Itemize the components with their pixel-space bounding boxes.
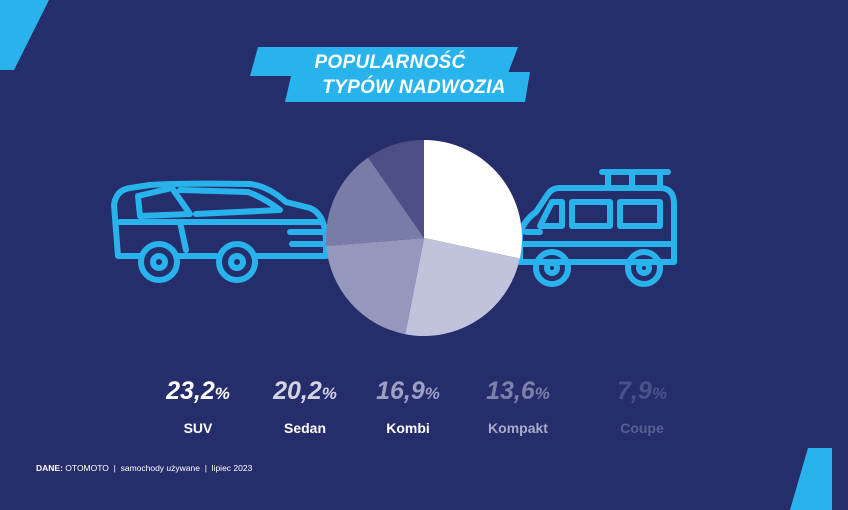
stat-coupe: 7,9% Coupe (587, 376, 697, 436)
minivan-icon (517, 169, 677, 287)
data-label-value: 16,9% (353, 376, 463, 409)
data-label-number: 7,9 (617, 377, 652, 405)
footer-date: lipiec 2023 (211, 463, 253, 473)
source-footer: DANE: OTOMOTO | samochody używane | lipi… (36, 463, 252, 473)
data-label-number: 23,2 (166, 377, 215, 405)
chart-title-line-2: TYPÓW NADWOZIA (322, 77, 506, 98)
stat-kombi: 16,9% Kombi (353, 376, 463, 436)
pie-slice-kompakt (326, 157, 424, 246)
title-banner-top (250, 47, 518, 76)
stat-sedan: 20,2% Sedan (250, 376, 360, 436)
data-label-value: 23,2% (143, 376, 253, 409)
corner-accent-bottom-right (790, 448, 832, 510)
pie-slice-kombi (326, 238, 424, 335)
data-label-value: 7,9% (587, 376, 697, 409)
data-label-unit: % (321, 384, 337, 403)
suv-car-icon (111, 180, 329, 283)
footer-source-label: DANE: (36, 463, 63, 473)
pie-slice-sedan (405, 238, 520, 336)
stat-kompakt: 13,6% Kompakt (463, 376, 573, 436)
data-label-number: 20,2 (273, 377, 322, 405)
data-label-value: 13,6% (463, 376, 573, 409)
category-label: Kombi (386, 420, 430, 436)
data-label-number: 16,9 (376, 377, 425, 405)
data-label-unit: % (424, 384, 440, 403)
category-label: SUV (183, 420, 213, 436)
footer-separator: | (204, 463, 207, 473)
title-banner-bottom (285, 72, 530, 102)
data-label-number: 13,6 (486, 377, 535, 405)
data-label-value: 20,2% (250, 376, 360, 409)
footer-source: OTOMOTO (65, 463, 109, 473)
data-label-unit: % (534, 384, 550, 403)
chart-title-line-1: POPULARNOŚĆ (314, 52, 466, 73)
category-label: Sedan (283, 420, 326, 436)
category-label: Coupe (620, 420, 664, 436)
stat-suv: 23,2% SUV (143, 376, 253, 436)
pie-slice-suv (424, 140, 522, 259)
pie-slice-coupe (368, 140, 424, 238)
category-label: Kompakt (488, 420, 548, 436)
footer-scope: samochody używane (120, 463, 200, 473)
pie-chart (326, 140, 522, 336)
data-label-unit: % (651, 384, 667, 403)
footer-separator: | (113, 463, 116, 473)
corner-accent-top-left (0, 0, 49, 70)
data-label-unit: % (214, 384, 230, 403)
